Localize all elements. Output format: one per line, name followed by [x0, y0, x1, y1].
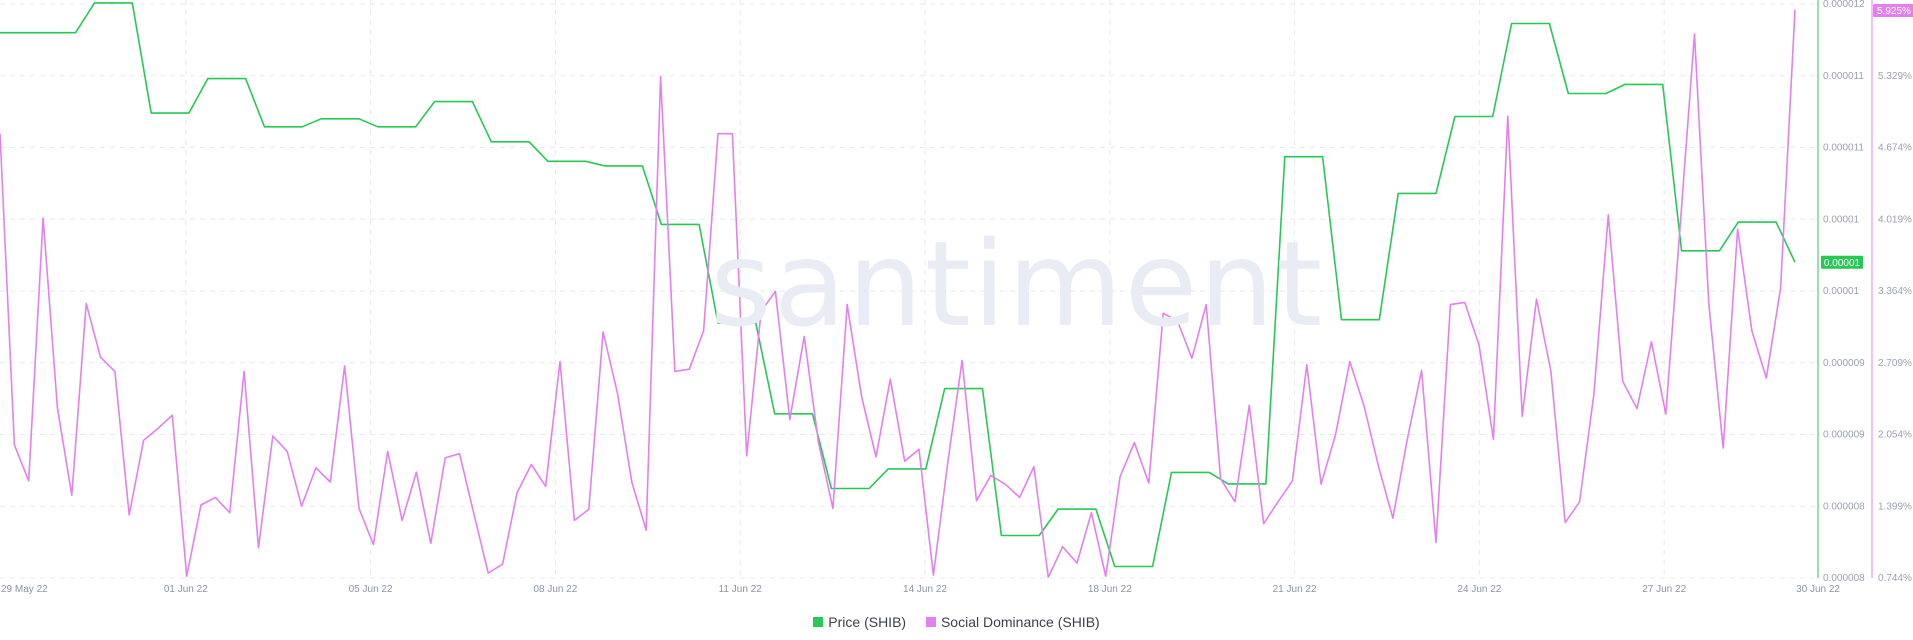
series-line-price: [0, 2, 1796, 568]
grid: [0, 0, 1818, 579]
social-axis: 5.329% 4.674% 4.019% 3.364% 2.709% 2.054% 1.39…: [1871, 0, 1912, 584]
chart: 0.0000120.0000110.0000110.000010.000010.…: [0, 0, 1913, 595]
social-tick-label: 4.019%: [1878, 214, 1912, 225]
x-tick-label: 21 Jun 22: [1273, 584, 1317, 595]
price-tick-label: 0.000009: [1823, 358, 1865, 369]
social-tick-label: 3.364%: [1878, 286, 1912, 297]
social-current-badge-bg: [1873, 3, 1913, 17]
x-tick-label: 29 May 22: [1, 584, 48, 595]
social-tick-label: 2.054%: [1878, 430, 1912, 441]
x-tick-label: 01 Jun 22: [164, 584, 208, 595]
x-tick-label: 30 Jun 22: [1796, 584, 1840, 595]
x-tick-label: 14 Jun 22: [903, 584, 947, 595]
price-axis: 0.000012 0.000011 0.000011 0.00001 0.00001 0.…: [1817, 0, 1865, 584]
price-current-badge-label: 0.00001: [1824, 258, 1861, 269]
price-tick-label: 0.000009: [1823, 430, 1865, 441]
price-current-badge-bg: [1821, 255, 1863, 269]
x-tick-label: 05 Jun 22: [349, 584, 393, 595]
price-tick-label: 0.000008: [1823, 573, 1865, 584]
x-axis: 29 May 22 01 Jun 22 05 Jun 22 08 Jun 22 11 J…: [1, 584, 1840, 595]
series-line-social: [0, 9, 1796, 579]
legend-label-price: Price (SHIB): [828, 614, 907, 630]
price-tick-label: 0.000012: [1823, 0, 1865, 10]
social-tick-label: 1.399%: [1878, 501, 1912, 512]
legend-swatch-social: [925, 617, 936, 627]
legend-swatch-price: [813, 617, 824, 627]
x-tick-label: 08 Jun 22: [533, 584, 577, 595]
x-tick-label: 11 Jun 22: [719, 584, 763, 595]
price-tick-label: 0.000011: [1823, 71, 1864, 82]
legend-label-social: Social Dominance (SHIB): [940, 614, 1100, 630]
price-tick-label: 0.000008: [1823, 501, 1865, 512]
watermark: santiment: [710, 215, 1325, 353]
badges: 0.00001 5.925%: [1821, 3, 1913, 269]
x-tick-label: 27 Jun 22: [1642, 584, 1686, 595]
social-tick-label: 0.744%: [1878, 573, 1912, 584]
legend: Price (SHIB) Social Dominance (SHIB): [0, 614, 1913, 630]
social-tick-label: 5.329%: [1878, 71, 1912, 82]
legend-item-price[interactable]: Price (SHIB): [813, 614, 906, 630]
price-tick-label: 0.00001: [1823, 286, 1860, 297]
x-tick-label: 18 Jun 22: [1088, 584, 1132, 595]
social-tick-label: 4.674%: [1878, 143, 1912, 154]
x-tick-label: 24 Jun 22: [1457, 584, 1501, 595]
price-tick-label: 0.000011: [1823, 143, 1864, 154]
social-current-badge-label: 5.925%: [1877, 6, 1911, 17]
legend-item-social[interactable]: Social Dominance (SHIB): [925, 614, 1100, 630]
price-tick-label: 0.00001: [1823, 214, 1860, 225]
series: [0, 2, 1796, 579]
social-tick-label: 2.709%: [1878, 358, 1912, 369]
